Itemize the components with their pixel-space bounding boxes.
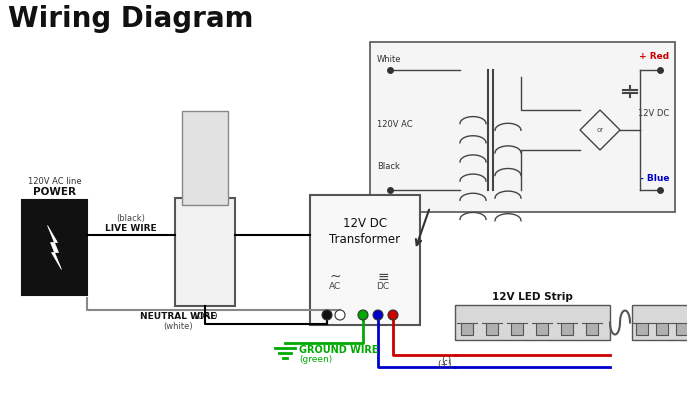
Text: (+): (+) <box>438 360 452 369</box>
Polygon shape <box>47 226 62 270</box>
Bar <box>175 198 235 306</box>
Bar <box>486 323 498 335</box>
Text: (green): (green) <box>299 355 333 365</box>
Circle shape <box>388 310 398 320</box>
Text: ≡: ≡ <box>377 270 389 284</box>
Text: (optional): (optional) <box>185 175 225 184</box>
Text: or: or <box>596 127 604 133</box>
Bar <box>656 323 668 335</box>
Text: Black: Black <box>377 162 400 171</box>
Text: ~: ~ <box>329 270 341 284</box>
Bar <box>182 111 228 205</box>
Bar <box>586 323 598 335</box>
Text: 12V DC
Transformer: 12V DC Transformer <box>330 217 401 246</box>
Text: 12V LED Strip: 12V LED Strip <box>492 292 573 302</box>
Text: DIMMER: DIMMER <box>181 185 229 195</box>
Bar <box>536 323 548 335</box>
Text: + Red: + Red <box>639 52 669 61</box>
Bar <box>636 323 648 335</box>
Bar <box>561 323 573 335</box>
Text: Wiring Diagram: Wiring Diagram <box>8 5 254 33</box>
Circle shape <box>335 310 345 320</box>
Text: (white): (white) <box>164 322 193 331</box>
Bar <box>632 305 687 340</box>
Bar <box>22 200 87 295</box>
Text: (-): (-) <box>442 356 452 365</box>
Bar <box>511 323 523 335</box>
Text: 120V AC line: 120V AC line <box>27 177 81 186</box>
Bar <box>676 323 687 335</box>
Text: NEUTRAL WIRE: NEUTRAL WIRE <box>140 312 216 321</box>
Text: 12V DC: 12V DC <box>638 109 669 118</box>
Text: LIVE WIRE: LIVE WIRE <box>105 224 157 233</box>
Text: 120V AC: 120V AC <box>377 120 413 129</box>
Text: White: White <box>377 55 401 64</box>
Circle shape <box>358 310 368 320</box>
Text: DC: DC <box>376 282 390 291</box>
Circle shape <box>373 310 383 320</box>
Text: POWER: POWER <box>33 187 76 197</box>
Text: GROUND WIRE: GROUND WIRE <box>299 345 379 355</box>
Text: - Blue: - Blue <box>640 174 669 183</box>
Text: (black): (black) <box>117 214 146 223</box>
Text: AC: AC <box>329 282 341 291</box>
Bar <box>370 42 675 212</box>
Text: LOAD: LOAD <box>193 312 217 321</box>
Bar <box>310 195 420 325</box>
Bar <box>455 305 610 340</box>
Circle shape <box>322 310 332 320</box>
Bar <box>461 323 473 335</box>
